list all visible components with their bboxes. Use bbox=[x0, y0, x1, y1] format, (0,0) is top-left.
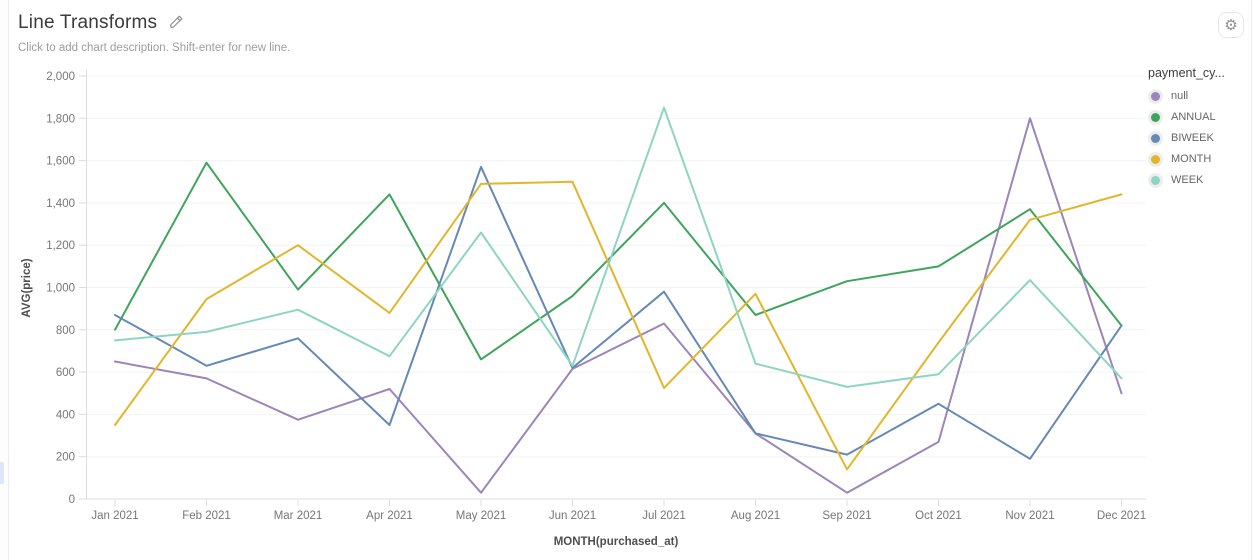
y-tick-label: 1,200 bbox=[46, 240, 75, 252]
header: Line Transforms bbox=[18, 12, 186, 34]
x-tick-label: Mar 2021 bbox=[274, 510, 323, 522]
legend-item-WEEK[interactable]: WEEK bbox=[1148, 174, 1248, 186]
y-tick-label: 600 bbox=[56, 367, 75, 379]
legend-item-BIWEEK[interactable]: BIWEEK bbox=[1148, 132, 1248, 144]
y-tick-label: 0 bbox=[69, 494, 75, 506]
x-tick-label: Jan 2021 bbox=[91, 510, 138, 522]
y-tick-label: 1,800 bbox=[46, 113, 75, 125]
gear-icon: ⚙ bbox=[1224, 16, 1238, 34]
x-tick-label: Apr 2021 bbox=[366, 510, 413, 522]
pencil-icon bbox=[169, 14, 184, 32]
legend-item-MONTH[interactable]: MONTH bbox=[1148, 153, 1248, 165]
series-line-MONTH[interactable] bbox=[114, 180, 1123, 471]
settings-button[interactable]: ⚙ bbox=[1218, 12, 1244, 38]
y-tick-label: 1,000 bbox=[46, 283, 75, 295]
legend-swatch-icon bbox=[1151, 175, 1160, 185]
y-tick-label: 2,000 bbox=[46, 71, 75, 83]
legend-swatch-icon bbox=[1151, 112, 1160, 122]
x-tick-label: Aug 2021 bbox=[731, 510, 780, 522]
y-axis-title: AVG(price) bbox=[21, 258, 33, 317]
series-line-null[interactable] bbox=[114, 117, 1123, 494]
y-tick-label: 1,400 bbox=[46, 198, 75, 210]
chart-description-placeholder[interactable]: Click to add chart description. Shift-en… bbox=[18, 42, 291, 54]
y-tick-label: 800 bbox=[56, 325, 75, 337]
x-tick-label: Feb 2021 bbox=[182, 510, 231, 522]
legend: payment_cy... null ANNUAL BIWEEK MONTH WEEK bbox=[1148, 66, 1248, 195]
series-line-BIWEEK[interactable] bbox=[114, 165, 1123, 460]
legend-label: null bbox=[1171, 90, 1189, 102]
legend-item-null[interactable]: null bbox=[1148, 90, 1248, 102]
series-line-ANNUAL[interactable] bbox=[114, 161, 1123, 361]
legend-item-ANNUAL[interactable]: ANNUAL bbox=[1148, 111, 1248, 123]
x-tick-label: Dec 2021 bbox=[1097, 510, 1146, 522]
legend-swatch-icon bbox=[1151, 91, 1160, 101]
series-line-WEEK[interactable] bbox=[114, 106, 1123, 388]
y-tick-label: 400 bbox=[56, 409, 75, 421]
x-tick-label: May 2021 bbox=[456, 510, 507, 522]
legend-swatch-icon bbox=[1151, 133, 1160, 143]
x-tick-label: Jun 2021 bbox=[549, 510, 596, 522]
chart-title[interactable]: Line Transforms bbox=[18, 12, 158, 33]
x-tick-label: Sep 2021 bbox=[822, 510, 871, 522]
legend-label: ANNUAL bbox=[1171, 111, 1216, 123]
chart-card bbox=[8, 0, 1252, 560]
x-tick-label: Oct 2021 bbox=[915, 510, 962, 522]
x-tick-label: Nov 2021 bbox=[1005, 510, 1054, 522]
legend-title: payment_cy... bbox=[1148, 66, 1225, 80]
legend-label: BIWEEK bbox=[1171, 132, 1214, 144]
x-axis-title: MONTH(purchased_at) bbox=[554, 536, 679, 548]
legend-label: WEEK bbox=[1171, 174, 1204, 186]
y-tick-label: 200 bbox=[56, 452, 75, 464]
legend-swatch-icon bbox=[1151, 154, 1160, 164]
y-tick-label: 1,600 bbox=[46, 156, 75, 168]
x-tick-label: Jul 2021 bbox=[642, 510, 685, 522]
edit-title-button[interactable] bbox=[167, 12, 186, 34]
left-edge-scroll-thumb[interactable] bbox=[0, 462, 4, 484]
legend-label: MONTH bbox=[1171, 153, 1212, 165]
legend-items: null ANNUAL BIWEEK MONTH WEEK bbox=[1148, 90, 1248, 186]
